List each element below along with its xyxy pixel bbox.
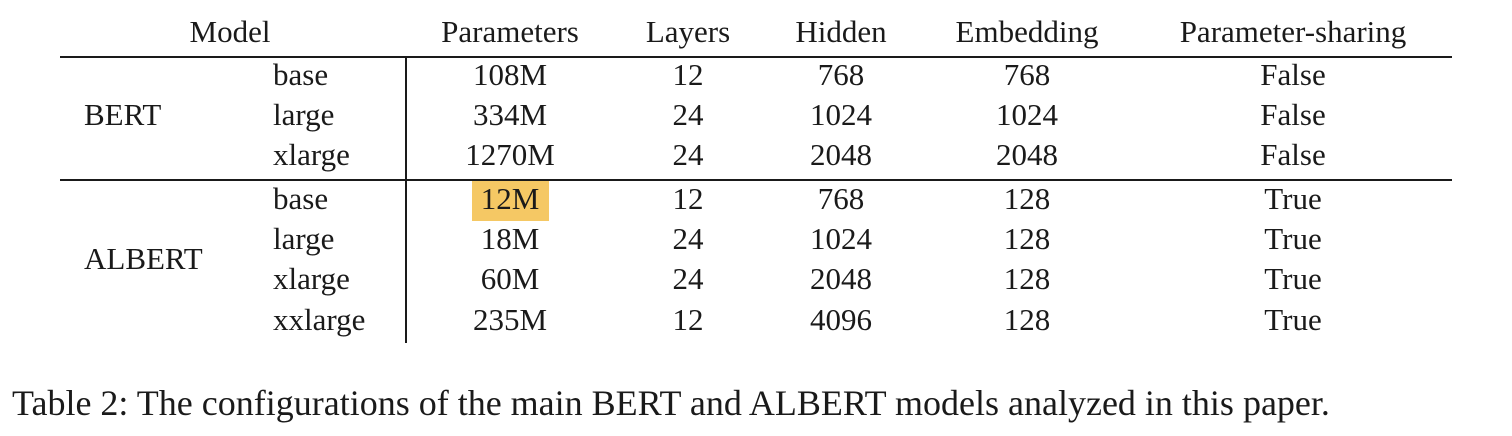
row-hidden: 768: [817, 181, 865, 216]
row-parameters: 12M: [480, 181, 540, 216]
row-embedding: 768: [1003, 57, 1051, 92]
group-label-albert: ALBERT: [84, 241, 203, 276]
row-parameters: 18M: [480, 221, 540, 256]
header-hidden: Hidden: [795, 14, 887, 49]
row-parameters: 235M: [472, 302, 548, 337]
row-hidden: 1024: [810, 221, 872, 256]
header-model: Model: [189, 14, 271, 49]
group-label-bert: BERT: [84, 97, 162, 132]
row-layers: 24: [672, 261, 704, 296]
row-size: base: [273, 181, 329, 216]
row-size: xxlarge: [273, 302, 366, 337]
row-hidden: 1024: [810, 97, 872, 132]
row-embedding: 128: [1003, 302, 1051, 337]
row-embedding: 1024: [996, 97, 1058, 132]
header-parameter-sharing: Parameter-sharing: [1179, 14, 1407, 49]
row-embedding: 128: [1003, 221, 1051, 256]
row-parameters: 334M: [472, 97, 548, 132]
row-embedding: 128: [1003, 261, 1051, 296]
row-parameters: 108M: [472, 57, 548, 92]
row-layers: 12: [672, 302, 704, 337]
row-embedding: 2048: [996, 137, 1058, 172]
row-parameters: 1270M: [465, 137, 555, 172]
row-parameter-sharing: True: [1264, 221, 1322, 256]
row-embedding: 128: [1003, 181, 1051, 216]
header-embedding: Embedding: [955, 14, 1099, 49]
row-size: base: [273, 57, 329, 92]
header-rule: [60, 56, 1452, 58]
row-layers: 24: [672, 97, 704, 132]
row-parameter-sharing: False: [1260, 57, 1326, 92]
row-size: xlarge: [273, 261, 350, 296]
header-parameters: Parameters: [441, 14, 579, 49]
column-separator-rule: [405, 58, 407, 343]
row-layers: 24: [672, 221, 704, 256]
highlighted-cell: [472, 181, 549, 221]
row-layers: 12: [672, 57, 704, 92]
row-size: xlarge: [273, 137, 350, 172]
row-parameter-sharing: True: [1264, 302, 1322, 337]
table-caption: Table 2: The configurations of the main …: [12, 383, 1330, 423]
row-size: large: [273, 221, 335, 256]
row-parameter-sharing: True: [1264, 261, 1322, 296]
row-size: large: [273, 97, 335, 132]
row-parameter-sharing: True: [1264, 181, 1322, 216]
row-layers: 24: [672, 137, 704, 172]
row-parameter-sharing: False: [1260, 97, 1326, 132]
row-hidden: 2048: [810, 137, 872, 172]
row-hidden: 4096: [810, 302, 872, 337]
header-layers: Layers: [645, 14, 731, 49]
row-hidden: 768: [817, 57, 865, 92]
row-hidden: 2048: [810, 261, 872, 296]
row-parameters: 60M: [480, 261, 540, 296]
group-separator-rule: [60, 179, 1452, 181]
row-layers: 12: [672, 181, 704, 216]
row-parameter-sharing: False: [1260, 137, 1326, 172]
